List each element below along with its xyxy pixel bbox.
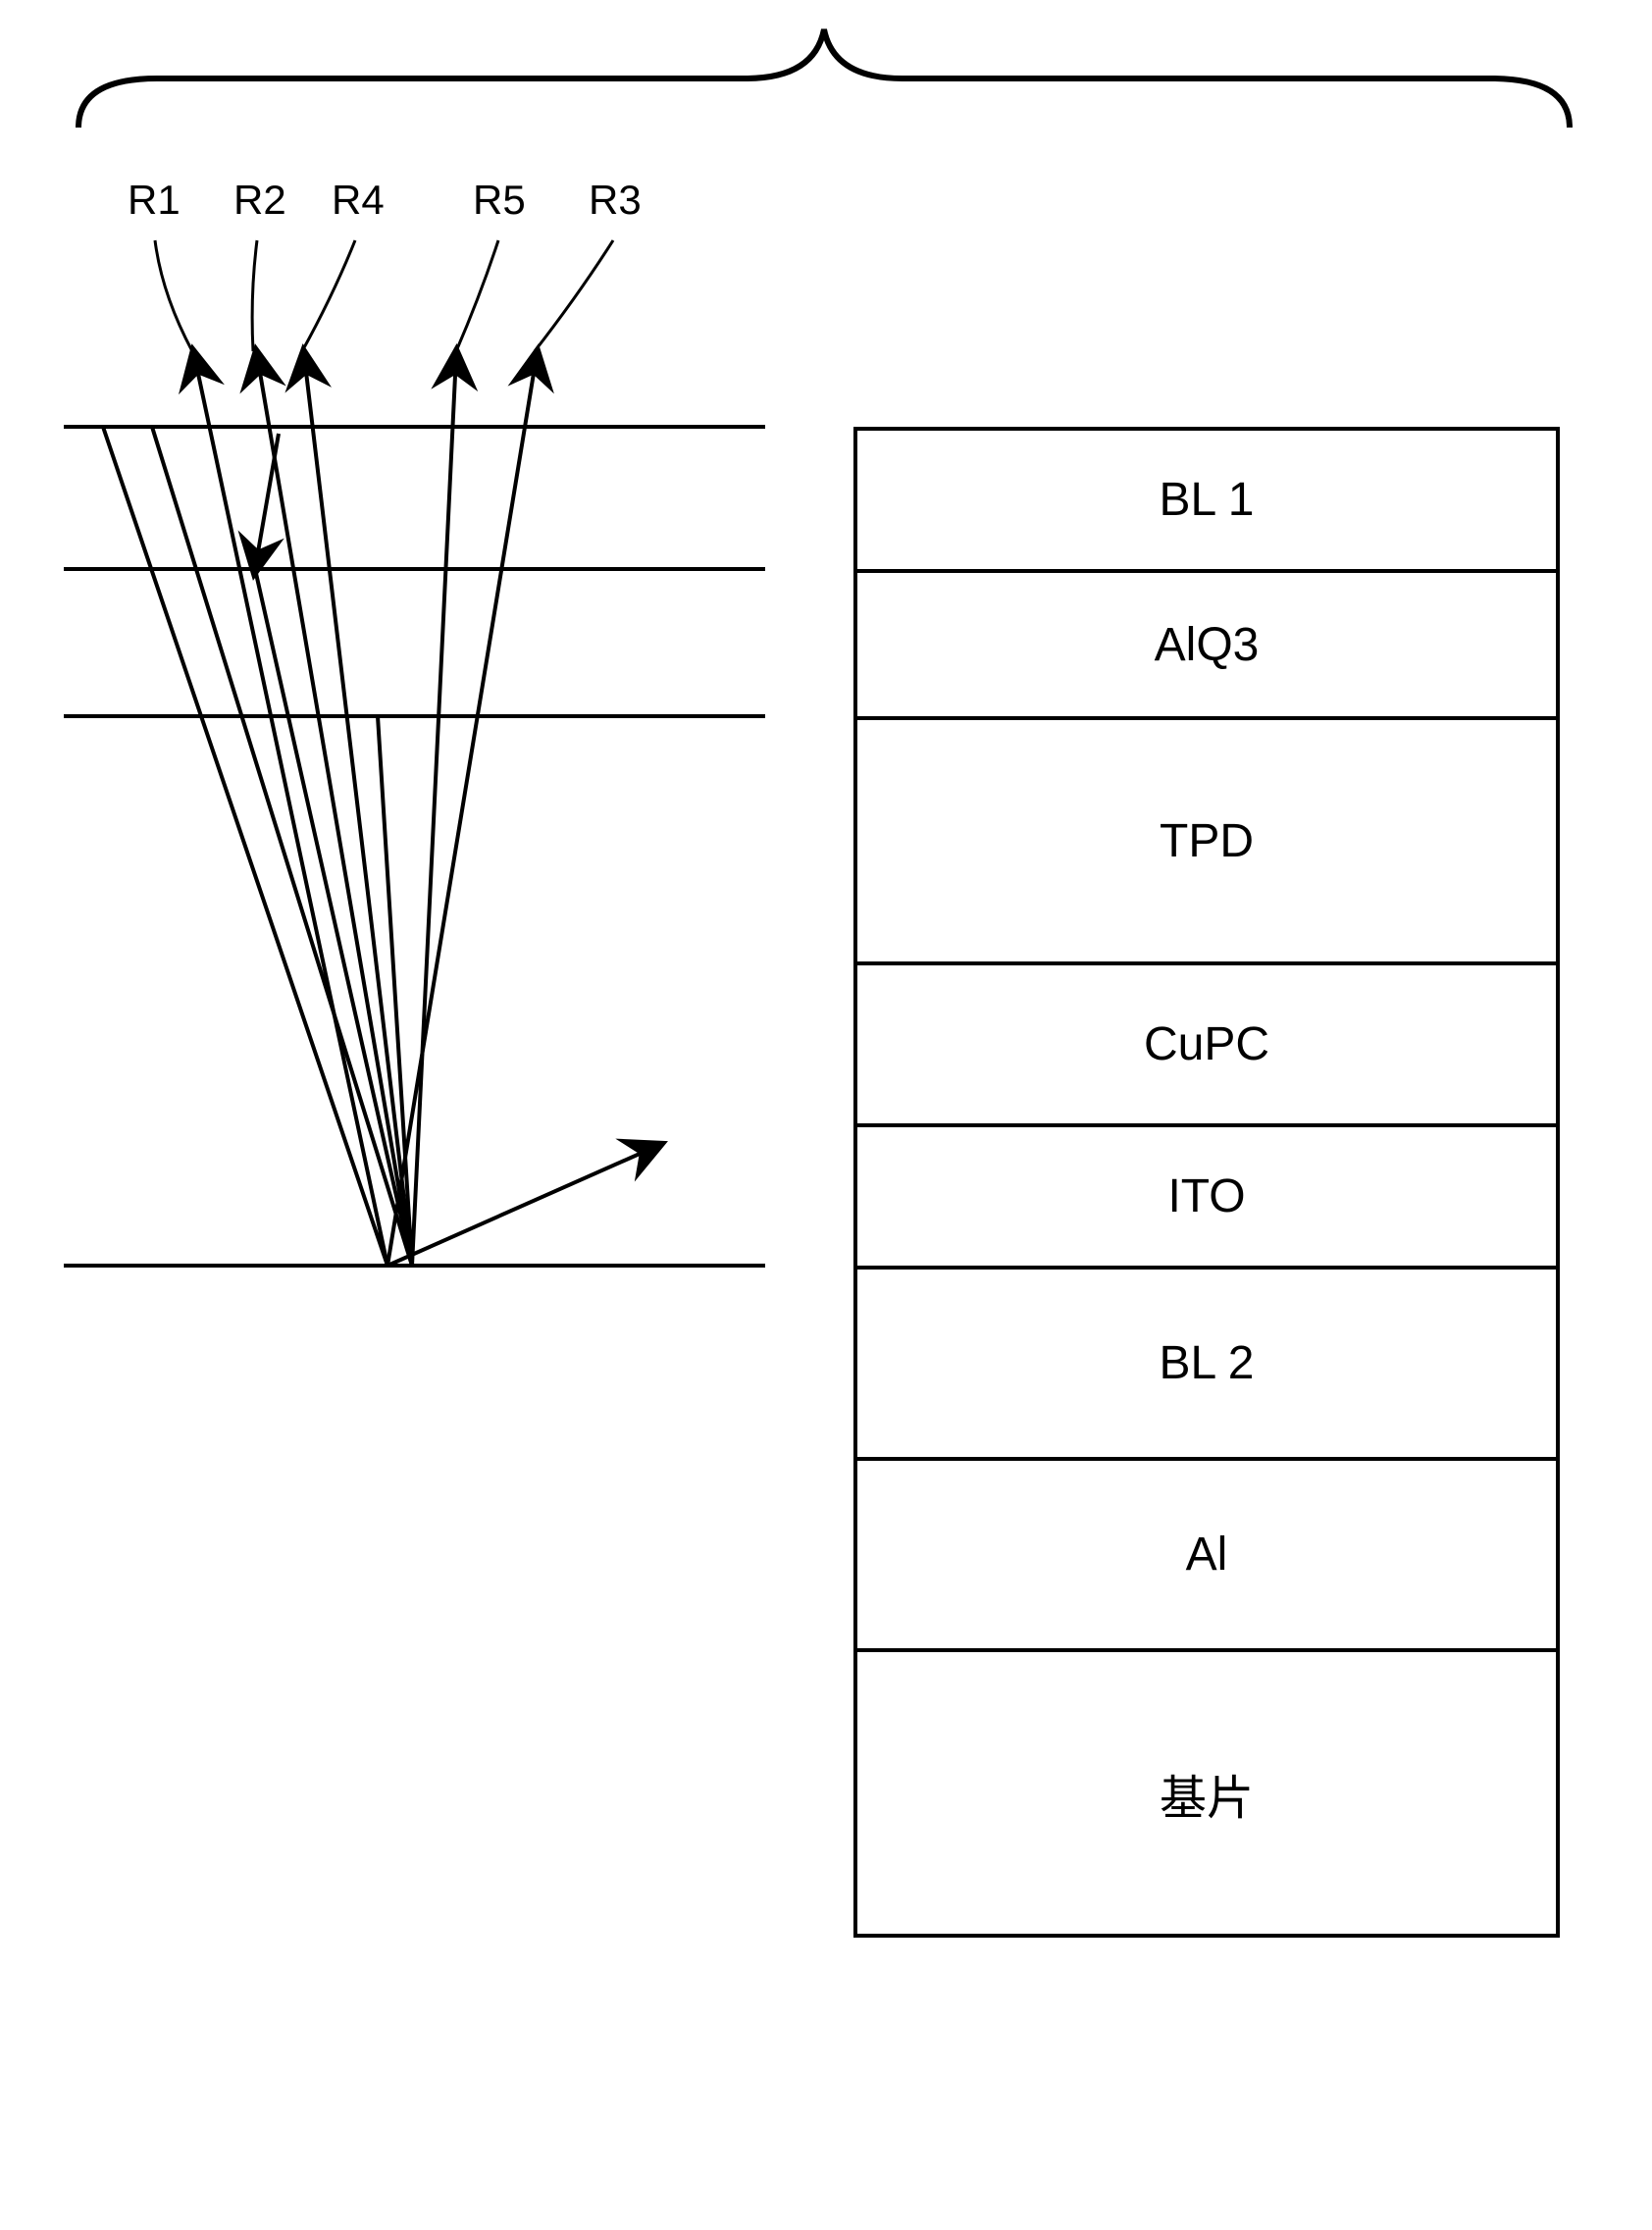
leader-r4 (302, 240, 355, 351)
layer-label: 基片 (1160, 1759, 1254, 1828)
layer-tpd: TPD (853, 716, 1560, 961)
leader-r5 (456, 240, 498, 351)
layer-alq3: AlQ3 (853, 569, 1560, 716)
ray-r3-out (387, 1146, 657, 1266)
layer-label: ITO (1167, 1169, 1245, 1223)
leader-r3 (535, 240, 613, 351)
ray-diagram (59, 157, 824, 1530)
layer-ito: ITO (853, 1123, 1560, 1266)
ray-r1 (103, 355, 387, 1266)
ray-r3-up (387, 355, 537, 1266)
layer-label: BL 2 (1160, 1336, 1255, 1390)
ray-r4-down (255, 434, 279, 569)
layer-cupc: CuPC (853, 961, 1560, 1123)
layer-label: BL 1 (1160, 473, 1255, 527)
ray-r2 (152, 355, 412, 1266)
layer-label: AlQ3 (1155, 618, 1260, 672)
leader-r2 (252, 240, 257, 351)
layer-bl1: BL 1 (853, 427, 1560, 569)
top-brace (59, 20, 1589, 137)
layer-substrate: 基片 (853, 1648, 1560, 1938)
layer-bl2: BL 2 (853, 1266, 1560, 1457)
layer-label: CuPC (1144, 1017, 1269, 1071)
layer-al: Al (853, 1457, 1560, 1648)
leader-r1 (155, 240, 192, 351)
layer-label: Al (1186, 1528, 1228, 1582)
layer-stack: BL 1 AlQ3 TPD CuPC ITO BL 2 Al 基片 (853, 427, 1560, 1938)
layer-label: TPD (1160, 814, 1254, 868)
